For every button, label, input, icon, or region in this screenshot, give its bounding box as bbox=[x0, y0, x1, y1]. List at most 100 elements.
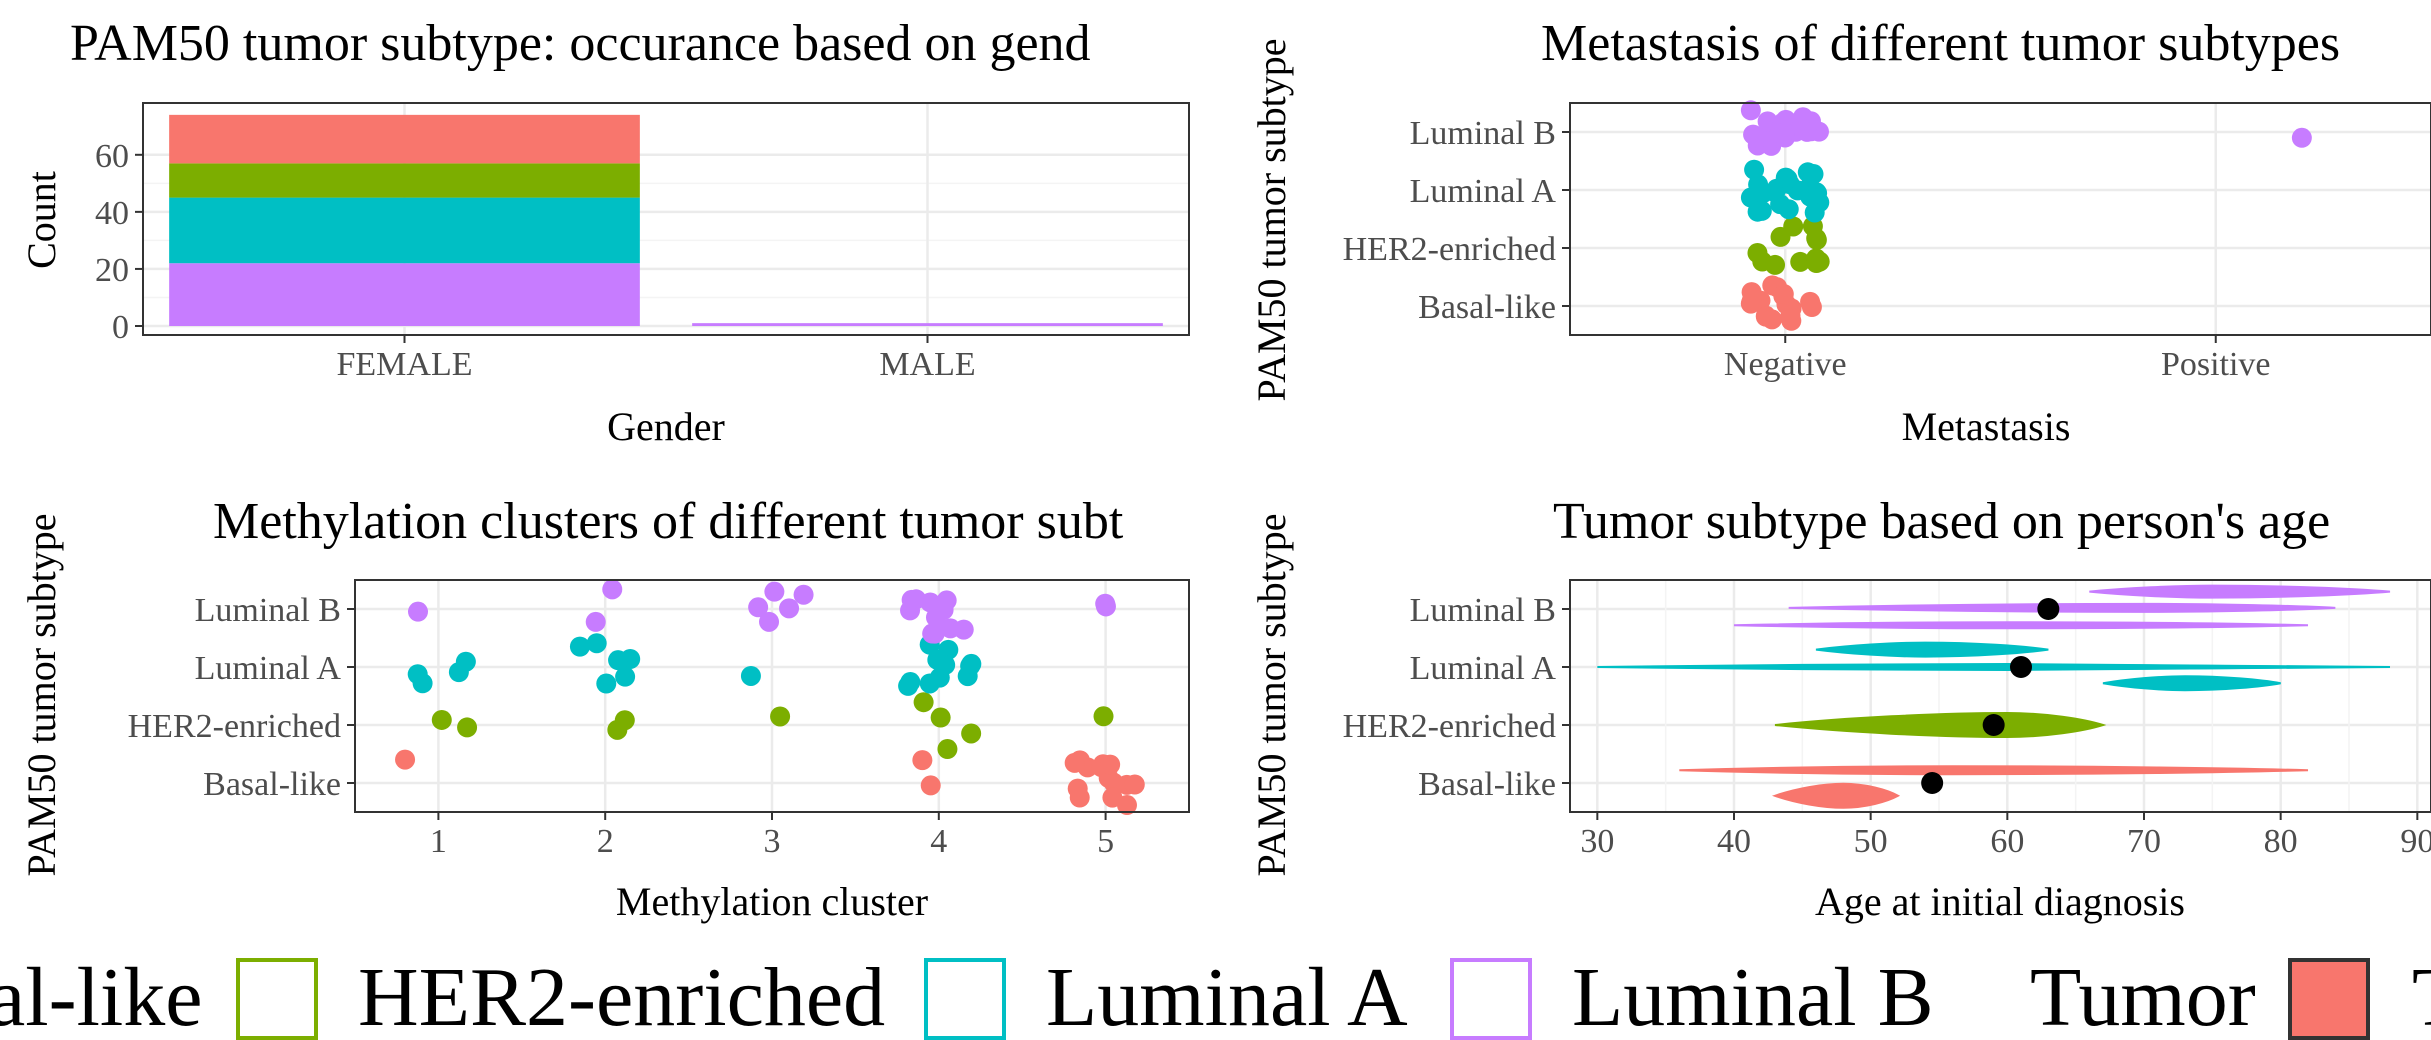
x-axis-label: Age at initial diagnosis bbox=[1815, 879, 2185, 924]
data-point bbox=[1803, 164, 1824, 185]
data-point bbox=[431, 709, 452, 730]
data-point bbox=[1797, 121, 1818, 142]
data-point bbox=[448, 662, 469, 683]
legend-title-tumor: Tumor bbox=[2030, 951, 2256, 1040]
data-point bbox=[1100, 754, 1121, 775]
x-tick-label: 80 bbox=[2264, 823, 2298, 860]
data-point bbox=[1095, 596, 1116, 617]
legend-label-luminal-b: Luminal B bbox=[1572, 951, 1934, 1040]
data-point bbox=[1807, 183, 1828, 204]
legend-label-tumor-cropped: T bbox=[2412, 951, 2431, 1040]
plot-background bbox=[1570, 580, 2431, 812]
y-tick-label: Luminal A bbox=[1410, 650, 1557, 687]
chart-title: Tumor subtype based on person's age bbox=[1553, 493, 2330, 550]
data-point bbox=[919, 673, 940, 694]
legend-label-luminal-a: Luminal A bbox=[1046, 951, 1408, 1040]
y-tick-label: Luminal B bbox=[1410, 592, 1556, 629]
x-tick-label: MALE bbox=[879, 346, 975, 383]
data-point bbox=[906, 589, 927, 610]
data-point bbox=[407, 664, 428, 685]
y-tick-label: 40 bbox=[95, 195, 129, 232]
data-point bbox=[569, 636, 590, 657]
data-point bbox=[937, 739, 958, 760]
x-tick-label: 5 bbox=[1097, 823, 1114, 860]
data-point bbox=[1064, 752, 1085, 773]
data-point bbox=[586, 633, 607, 654]
data-point bbox=[1774, 122, 1795, 143]
x-tick-label: 70 bbox=[2127, 823, 2161, 860]
x-tick-label: 4 bbox=[930, 823, 947, 860]
data-point bbox=[922, 623, 943, 644]
data-point bbox=[961, 653, 982, 674]
chart-title: Metastasis of different tumor subtypes bbox=[1541, 15, 2340, 72]
bar-segment bbox=[169, 197, 640, 264]
y-tick-label: Luminal A bbox=[195, 650, 342, 687]
chart-title: PAM50 tumor subtype: occurance based on … bbox=[70, 15, 1091, 72]
violin-shape bbox=[1815, 641, 2049, 658]
data-point bbox=[913, 692, 934, 713]
x-tick-label: 30 bbox=[1580, 823, 1614, 860]
data-point bbox=[748, 597, 769, 618]
legend-key-luminal-a bbox=[924, 958, 1006, 1040]
mean-point bbox=[1921, 772, 1944, 794]
plot-border bbox=[1569, 579, 2431, 813]
data-point bbox=[1751, 200, 1772, 221]
data-point bbox=[596, 673, 617, 694]
data-point bbox=[1765, 254, 1786, 275]
x-tick-label: Negative bbox=[1724, 346, 1847, 383]
chart-title: Methylation clusters of different tumor … bbox=[213, 493, 1124, 550]
legend-key-her2-enriched bbox=[236, 958, 318, 1040]
bar-segment bbox=[169, 263, 640, 326]
data-point bbox=[1806, 228, 1827, 249]
y-tick-label: Luminal B bbox=[195, 592, 341, 629]
plot-background bbox=[1570, 103, 2431, 335]
data-point bbox=[1778, 199, 1799, 220]
y-tick-label: 0 bbox=[112, 309, 129, 346]
data-point bbox=[779, 598, 800, 619]
data-point bbox=[925, 607, 946, 628]
violin-shape bbox=[2089, 584, 2391, 599]
data-point bbox=[927, 649, 948, 670]
plot-border bbox=[1569, 102, 2431, 336]
legend-key-luminal-b bbox=[1450, 958, 1532, 1040]
mean-point bbox=[2037, 598, 2060, 620]
x-axis-label: Methylation cluster bbox=[616, 879, 928, 924]
data-point bbox=[1740, 100, 1761, 121]
y-axis-label: PAM50 tumor subtype bbox=[1249, 38, 1294, 401]
x-tick-label: 40 bbox=[1717, 823, 1751, 860]
data-point bbox=[1741, 290, 1762, 311]
y-tick-label: Luminal A bbox=[1410, 173, 1557, 210]
violin-shape bbox=[1733, 621, 2309, 630]
y-axis-label: PAM50 tumor subtype bbox=[1249, 513, 1294, 876]
data-point bbox=[961, 723, 982, 744]
data-point bbox=[1762, 309, 1783, 330]
data-point bbox=[764, 581, 785, 602]
plot-border bbox=[142, 102, 1190, 336]
data-point bbox=[457, 717, 478, 738]
data-point bbox=[759, 611, 780, 632]
data-point bbox=[1748, 127, 1769, 148]
x-tick-label: 2 bbox=[597, 823, 614, 860]
data-point bbox=[1801, 297, 1822, 318]
violin-shape bbox=[1774, 711, 2107, 739]
x-tick-label: 3 bbox=[764, 823, 781, 860]
legend: al-like HER2-enriched Luminal A Luminal … bbox=[0, 951, 2431, 1040]
y-tick-label: HER2-enriched bbox=[1343, 708, 1556, 745]
data-point bbox=[900, 672, 921, 693]
data-point bbox=[1102, 787, 1123, 808]
data-point bbox=[793, 584, 814, 605]
data-point bbox=[615, 666, 636, 687]
y-axis-label: PAM50 tumor subtype bbox=[19, 513, 64, 876]
data-point bbox=[740, 665, 761, 686]
data-point bbox=[1780, 305, 1801, 326]
data-point bbox=[1752, 183, 1773, 204]
violin-shape bbox=[2102, 675, 2281, 692]
x-axis-label: Metastasis bbox=[1902, 404, 2071, 449]
y-tick-label: HER2-enriched bbox=[1343, 231, 1556, 268]
panel-gender-bar: PAM50 tumor subtype: occurance based on … bbox=[19, 15, 1190, 449]
x-tick-label: 1 bbox=[430, 823, 447, 860]
data-point bbox=[1757, 111, 1778, 132]
x-tick-label: 50 bbox=[1854, 823, 1888, 860]
violin-shape bbox=[1771, 782, 1901, 809]
legend-key-tumor bbox=[2288, 958, 2370, 1040]
